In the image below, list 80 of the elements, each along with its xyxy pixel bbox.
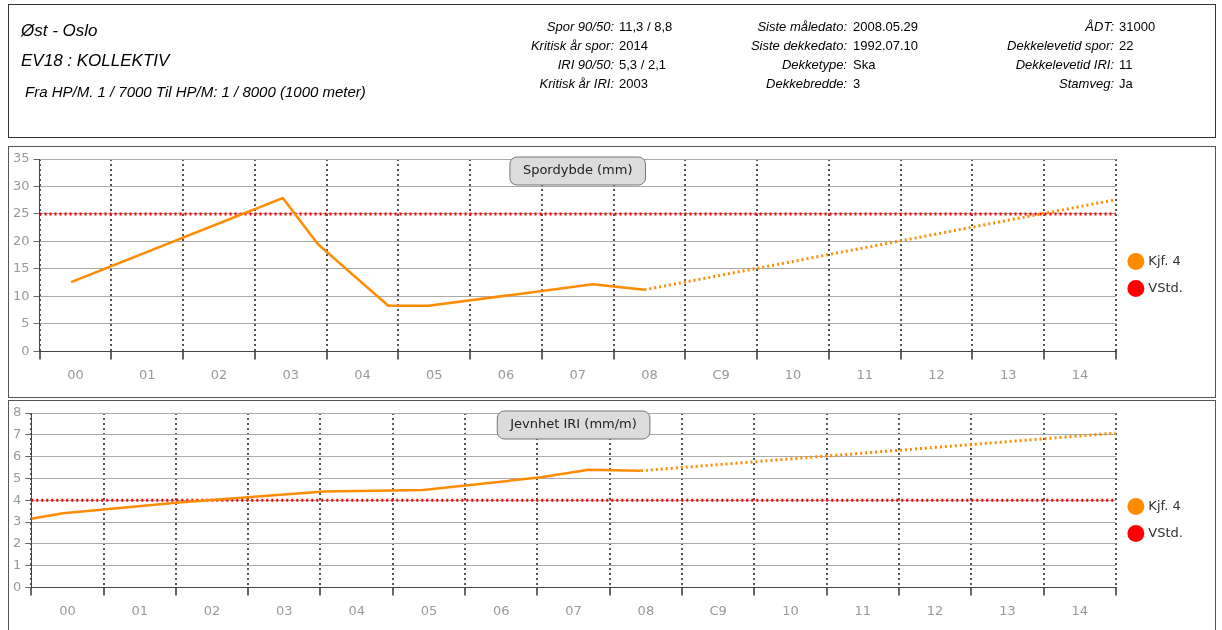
x-tick-label: 02	[210, 366, 228, 382]
text: 11	[1119, 57, 1133, 72]
y-tick-label: 6	[12, 447, 22, 463]
text: Siste dekkedato:	[750, 38, 847, 53]
y-tick-label: 2	[12, 535, 22, 551]
y-tick-label: 10	[13, 287, 30, 303]
text: EV18 : KOLLEKTIV	[21, 51, 170, 71]
x-tick-label: 06	[492, 602, 510, 618]
chart-title: Jevnhet IRI (mm/m)	[509, 416, 637, 432]
text: 1992.07.10	[853, 38, 919, 53]
text: 2003	[619, 76, 648, 91]
text: Spor 90/50:	[546, 19, 614, 34]
text: 2008.05.29	[853, 19, 919, 34]
x-tick-label: 13	[999, 602, 1016, 618]
x-tick-label: 11	[854, 602, 872, 618]
y-tick-label: 0	[21, 342, 30, 358]
text: 2014	[619, 38, 648, 53]
text: 31000	[1119, 19, 1156, 34]
legend-label: VStd.	[1148, 524, 1184, 540]
text: Ska	[853, 57, 876, 72]
x-tick-label: 04	[348, 602, 365, 618]
text: Ja	[1119, 76, 1133, 91]
y-tick-label: 7	[12, 426, 22, 442]
text: 3	[853, 76, 861, 91]
text: Dekkelevetid IRI:	[1015, 57, 1114, 72]
legend-label: Kjf. 4	[1148, 252, 1181, 268]
x-tick-label: 12	[926, 602, 944, 618]
x-tick-label: 14	[1071, 602, 1088, 618]
text: Dekkebredde:	[766, 76, 847, 91]
y-tick-label: 8	[12, 404, 22, 420]
y-tick-label: 5	[21, 315, 30, 331]
x-tick-label: 12	[928, 366, 945, 382]
text: ÅDT:	[1085, 19, 1114, 34]
text: 11,3 / 8,8	[619, 19, 673, 34]
x-tick-label: 00	[59, 602, 76, 618]
legend-label: Kjf. 4	[1148, 497, 1181, 513]
text: Kritisk år spor:	[530, 38, 614, 53]
y-tick-label: 20	[13, 232, 30, 248]
text: Dekkelevetid spor:	[1007, 38, 1114, 53]
x-tick-label: 05	[425, 366, 443, 382]
text: Øst - Oslo	[21, 21, 98, 41]
x-tick-label: 13	[999, 366, 1017, 382]
x-tick-label: 07	[565, 602, 582, 618]
x-tick-label: 03	[276, 602, 293, 618]
y-tick-label: 0	[12, 578, 22, 594]
x-tick-label: 03	[282, 366, 299, 382]
x-tick-label: 08	[641, 366, 658, 382]
x-tick-label: 01	[138, 366, 156, 382]
x-tick-label: 10	[782, 602, 799, 618]
chart-title: Spordybde (mm)	[522, 162, 633, 178]
y-tick-label: 5	[12, 469, 22, 485]
x-tick-label: 14	[1071, 366, 1089, 382]
y-tick-label: 1	[12, 556, 22, 572]
y-tick-label: 3	[12, 513, 22, 529]
x-tick-label: 07	[569, 366, 586, 382]
text: Stamveg:	[1059, 76, 1114, 91]
text: 22	[1119, 38, 1134, 53]
x-tick-label: 01	[131, 602, 148, 618]
text: Dekketype:	[781, 57, 847, 72]
y-tick-label: 30	[13, 177, 30, 193]
text: IRI 90/50:	[557, 57, 614, 72]
y-tick-label: 15	[13, 260, 30, 276]
x-tick-label: C9	[712, 366, 730, 382]
x-tick-label: C9	[709, 602, 727, 618]
y-tick-label: 4	[12, 491, 22, 507]
x-tick-label: 02	[203, 602, 221, 618]
y-tick-label: 35	[13, 150, 30, 166]
y-tick-label: 25	[13, 205, 30, 221]
text: Siste måledato:	[757, 19, 847, 34]
x-tick-label: 08	[637, 602, 655, 618]
x-tick-label: 10	[784, 366, 802, 382]
x-tick-label: 06	[497, 366, 515, 382]
x-tick-label: 00	[67, 366, 84, 382]
text: 5,3 / 2,1	[619, 57, 666, 72]
legend-label: VStd.	[1148, 279, 1184, 295]
text: Fra HP/M. 1 / 7000 Til HP/M: 1 / 8000 (1000 meter)	[25, 83, 366, 100]
x-tick-label: 05	[420, 602, 438, 618]
x-tick-label: 04	[354, 366, 371, 382]
text: Kritisk år IRI:	[539, 76, 614, 91]
x-tick-label: 11	[856, 366, 873, 382]
